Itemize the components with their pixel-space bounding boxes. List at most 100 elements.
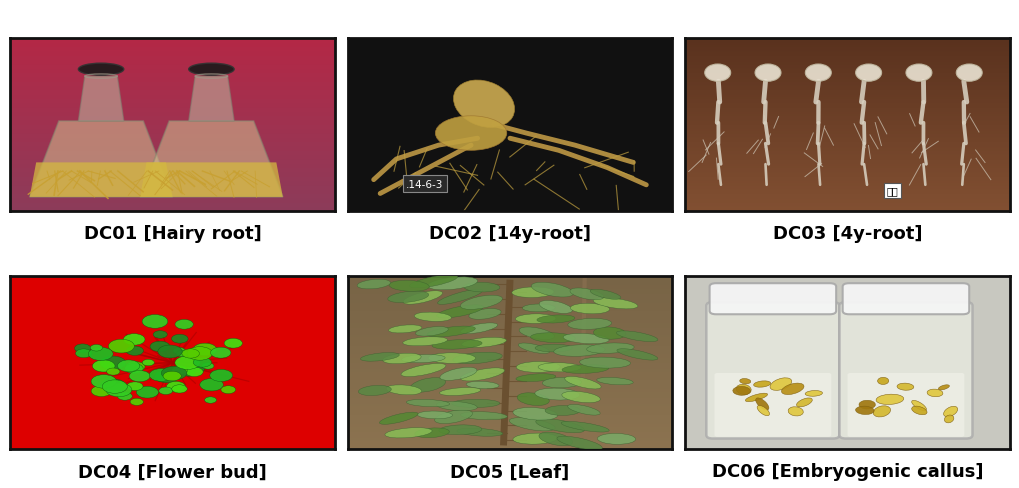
Circle shape [176,350,189,357]
Circle shape [93,360,115,372]
Ellipse shape [875,394,903,405]
Circle shape [130,399,144,406]
Circle shape [193,358,211,367]
Circle shape [171,385,187,393]
Ellipse shape [531,283,573,297]
Circle shape [129,371,150,382]
Ellipse shape [736,385,750,395]
Ellipse shape [457,428,502,436]
Ellipse shape [597,433,635,445]
Ellipse shape [579,357,630,368]
Ellipse shape [590,290,621,300]
Circle shape [163,371,181,381]
Ellipse shape [379,412,418,425]
Circle shape [117,392,132,400]
Ellipse shape [732,386,750,395]
Title: DC03 [4y-root]: DC03 [4y-root] [772,225,921,243]
Ellipse shape [513,407,557,420]
Ellipse shape [872,406,890,417]
Ellipse shape [517,393,549,406]
Ellipse shape [460,368,504,381]
Ellipse shape [435,117,506,151]
Circle shape [205,397,216,404]
Circle shape [175,320,194,329]
Ellipse shape [562,334,608,344]
Polygon shape [140,122,282,198]
Ellipse shape [388,281,429,292]
Text: .14-6-3: .14-6-3 [406,179,443,189]
Circle shape [153,331,167,339]
Ellipse shape [565,377,600,389]
Title: DC05 [Leaf]: DC05 [Leaf] [450,463,569,481]
Ellipse shape [538,432,572,446]
Ellipse shape [753,381,770,387]
Circle shape [171,366,187,375]
Ellipse shape [796,398,811,407]
Circle shape [174,356,200,370]
Ellipse shape [593,327,626,340]
Ellipse shape [460,412,506,420]
Ellipse shape [739,379,750,384]
FancyBboxPatch shape [706,303,839,439]
Ellipse shape [452,352,501,364]
Polygon shape [78,77,123,122]
Ellipse shape [357,280,390,289]
Circle shape [182,370,195,376]
Ellipse shape [518,343,549,354]
Ellipse shape [926,389,942,397]
Circle shape [108,340,135,353]
Ellipse shape [414,312,451,322]
Circle shape [210,347,230,358]
Ellipse shape [78,64,123,76]
Ellipse shape [513,433,557,444]
Ellipse shape [561,391,599,403]
Ellipse shape [570,304,609,314]
FancyBboxPatch shape [839,303,971,439]
Circle shape [124,364,143,374]
Ellipse shape [512,287,553,298]
Ellipse shape [556,436,601,450]
Circle shape [224,339,243,348]
Ellipse shape [538,363,581,372]
Ellipse shape [534,388,579,400]
Ellipse shape [522,305,554,312]
Ellipse shape [428,353,475,364]
Circle shape [102,380,127,393]
Ellipse shape [437,289,482,305]
Circle shape [193,366,205,372]
Ellipse shape [804,391,821,396]
Ellipse shape [451,400,499,407]
Circle shape [142,360,154,366]
Ellipse shape [360,353,398,362]
Ellipse shape [453,81,515,128]
Ellipse shape [615,331,657,342]
Ellipse shape [561,365,608,374]
Ellipse shape [403,291,442,305]
Circle shape [137,386,158,398]
Ellipse shape [432,340,482,349]
Ellipse shape [460,323,497,334]
Ellipse shape [516,362,559,373]
Ellipse shape [586,343,634,354]
Ellipse shape [436,402,477,411]
Circle shape [123,334,145,346]
Circle shape [221,386,235,394]
Ellipse shape [858,401,874,409]
Circle shape [149,369,173,382]
Ellipse shape [911,407,926,415]
Circle shape [210,369,232,382]
Polygon shape [30,163,172,198]
Ellipse shape [745,393,767,402]
Circle shape [91,386,112,397]
Circle shape [158,346,182,358]
Ellipse shape [568,319,611,330]
Ellipse shape [410,275,458,288]
Ellipse shape [382,353,421,364]
Ellipse shape [755,398,768,410]
Circle shape [181,349,200,358]
Ellipse shape [855,65,880,82]
Ellipse shape [401,355,444,363]
Ellipse shape [464,283,499,292]
Ellipse shape [535,345,572,352]
FancyBboxPatch shape [709,284,836,315]
